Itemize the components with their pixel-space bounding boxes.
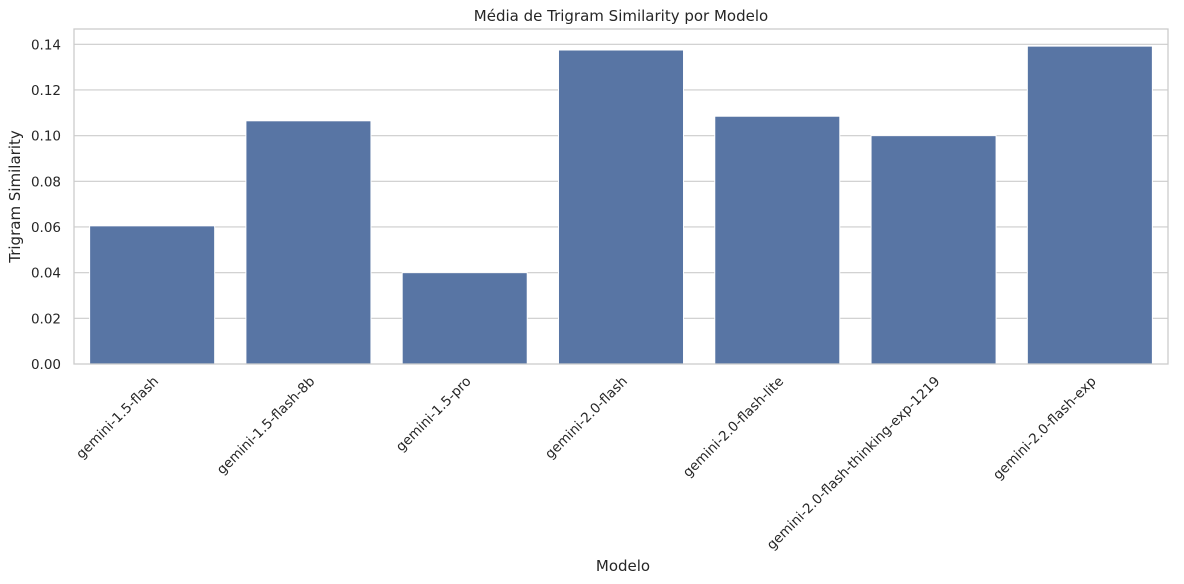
y-tick-label: 0.02 [31,311,61,327]
y-tick-label: 0.06 [31,220,61,236]
bars [89,45,1153,365]
x-tick-label: gemini-2.0-flash-lite [680,374,787,481]
x-axis-label: Modelo [596,557,650,575]
y-tick-label: 0.12 [31,83,61,99]
x-tick-label: gemini-2.0-flash-exp [990,374,1100,484]
x-tick-label: gemini-1.5-flash [73,374,162,463]
plot-frame [73,28,1169,365]
y-tick-label: 0.04 [31,266,61,282]
x-tick-labels: gemini-1.5-flash gemini-1.5-flash-8b gemin… [73,374,1100,554]
bar-gemini-2.0-flash-exp [1026,45,1153,365]
bar-gemini-1.5-flash [89,225,216,365]
y-tick-label: 0.00 [31,357,61,373]
x-tick-label: gemini-2.0-flash-thinking-exp-1219 [764,374,944,554]
chart-title: Média de Trigram Similarity por Modelo [474,7,768,25]
x-tick-label: gemini-1.5-flash-8b [214,374,318,478]
x-tick-label: gemini-1.5-pro [393,374,475,456]
y-tick-label: 0.14 [31,37,61,53]
y-tick-labels: 0.00 0.02 0.04 0.06 0.08 0.10 0.12 0.14 [31,37,61,373]
bar-gemini-2.0-flash [557,49,685,365]
bar-gemini-2.0-flash-thinking-exp-1219 [870,135,997,365]
bar-gemini-1.5-pro [401,272,528,365]
y-axis-label: Trigram Similarity [6,130,24,264]
y-tick-label: 0.10 [31,129,61,145]
y-tick-label: 0.08 [31,174,61,190]
bar-gemini-2.0-flash-lite [714,115,841,365]
x-tick-label: gemini-2.0-flash [542,374,631,463]
bar-gemini-1.5-flash-8b [245,120,372,365]
